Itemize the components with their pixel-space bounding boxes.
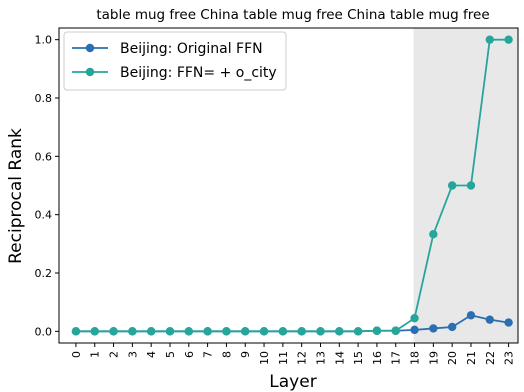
series-0-point [429,324,438,333]
series-1-point [71,327,81,336]
series-1-point [372,326,382,335]
x-tick-label: 1 [89,351,102,358]
x-tick-label: 23 [503,351,516,365]
series-1-point [447,181,457,190]
series-0-point [466,311,476,320]
series-1-point [184,327,193,336]
series-1-point [410,314,419,323]
x-tick-label: 22 [484,351,497,365]
series-1-point [278,327,288,336]
series-1-point [504,35,513,44]
x-tick-label: 9 [239,351,252,358]
series-1-point [335,327,344,336]
x-tick-label: 2 [108,351,121,358]
x-tick-label: 14 [333,351,346,365]
x-tick-label: 11 [277,351,290,365]
series-1-point [391,326,400,335]
x-tick-label: 6 [183,351,196,358]
x-tick-label: 5 [164,351,177,358]
series-1-point [128,327,137,336]
series-1-point [165,327,175,336]
x-tick-label: 12 [296,351,309,365]
x-tick-label: 18 [409,351,422,365]
legend-marker-0 [85,43,95,53]
series-1-point [203,327,212,336]
x-tick-label: 10 [258,351,271,365]
series-1-point [297,327,306,336]
y-tick-label: 1.0 [35,34,53,47]
series-1-point [109,327,118,336]
legend-box [63,31,287,91]
x-tick-label: 7 [202,351,215,358]
legend-label-1: Beijing: FFN= + o_city [120,65,277,81]
x-axis-label: Layer [269,372,316,392]
series-0-point [504,318,513,327]
series-1-point [146,327,156,336]
chart-title: table mug free China table mug free Chin… [96,7,489,23]
x-tick-label: 20 [446,351,459,365]
x-tick-label: 8 [220,351,233,358]
x-tick-label: 16 [371,351,384,365]
series-1-point [90,327,99,336]
x-tick-label: 13 [314,351,327,365]
series-1-point [259,327,269,336]
x-tick-label: 19 [427,351,440,365]
series-1-point [485,35,494,44]
series-0-point [410,325,419,335]
x-tick-label: 21 [465,351,478,365]
series-0-point [485,315,494,324]
series-1-point [353,327,363,336]
series-1-point [316,327,325,336]
series-1-point [429,230,438,239]
x-tick-label: 17 [390,351,403,365]
y-tick-label: 0.8 [35,92,53,105]
legend-marker-1 [85,67,95,77]
plot-frame [58,27,519,344]
x-tick-label: 0 [70,351,83,358]
y-tick-label: 0.0 [35,325,53,338]
x-tick-label: 4 [145,351,158,358]
series-1-point [222,327,231,336]
x-tick-label: 15 [352,351,365,365]
series-1-point [241,327,250,336]
series-1-point [466,181,476,190]
series-0-point [447,322,457,332]
x-tick-label: 3 [126,351,139,358]
y-tick-label: 0.6 [35,150,53,163]
y-tick-label: 0.2 [35,267,53,280]
legend-label-0: Beijing: Original FFN [120,41,263,57]
y-tick-label: 0.4 [35,209,53,222]
y-axis-label: Reciprocal Rank [6,128,26,264]
